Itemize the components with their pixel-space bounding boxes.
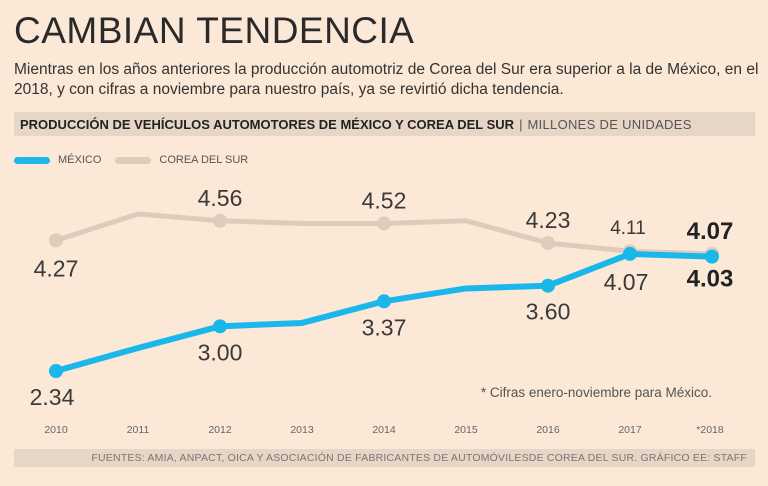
mexico-data-label-2017: 4.07 [604,269,649,295]
mexico-data-label-2012: 3.00 [198,339,243,365]
legend-label-mexico: MÉXICO [58,154,102,166]
mexico-point-2014 [377,294,391,309]
mexico-point-2012 [213,319,227,334]
chart-subtitle: Mientras en los años anteriores la produ… [14,61,759,98]
mexico-data-label-2010: 2.34 [30,384,75,410]
mexico-point-2017 [623,246,637,261]
korea-data-label-2014: 4.52 [362,187,407,213]
header-separator: | [519,116,523,132]
legend-swatch-mexico [14,156,50,164]
mexico-point-2018 [705,249,719,264]
x-tick-label-2011: 2011 [127,424,150,436]
korea-data-label-2010: 4.27 [34,255,79,281]
chart-note: * Cifras enero-noviembre para México. [481,385,712,400]
legend-swatch-korea [115,156,152,164]
mexico-point-2016 [541,278,555,293]
korea-data-label-2016: 4.23 [526,207,571,233]
x-tick-label-2018: *2018 [696,424,724,436]
korea-point-2012 [213,213,227,228]
x-tick-label-2013: 2013 [290,424,314,436]
x-tick-label-2015: 2015 [454,424,478,436]
x-tick-label-2017: 2017 [618,424,642,436]
x-tick-label-2016: 2016 [536,424,560,436]
korea-point-2016 [541,236,555,251]
legend-item-mexico: MÉXICO [14,154,101,166]
legend: MÉXICO COREA DEL SUR [14,154,262,166]
korea-point-2014 [377,216,391,231]
chart-footer-sources: FUENTES: AMIA, ANPACT, OICA Y ASOCIACIÓN… [14,449,755,467]
x-tick-label-2012: 2012 [208,424,232,436]
mexico-data-label-2014: 3.37 [362,314,407,340]
korea-point-2010 [49,233,63,248]
header-units: MILLONES DE UNIDADES [527,116,692,132]
legend-item-korea: COREA DEL SUR [115,154,248,166]
chart-title: CAMBIAN TENDENCIA [14,10,415,51]
x-tick-label-2010: 2010 [44,424,68,436]
korea-data-label-2012: 4.56 [198,185,243,211]
mexico-data-label-2018: 4.03 [687,266,734,293]
mexico-data-label-2016: 3.60 [526,299,571,325]
legend-label-korea: COREA DEL SUR [159,154,249,166]
mexico-point-2010 [49,364,63,378]
korea-data-label-2017: 4.11 [610,218,646,239]
chart-header-bar: PRODUCCIÓN DE VEHÍCULOS AUTOMOTORES DE M… [14,112,755,136]
x-tick-label-2014: 2014 [372,424,396,436]
korea-data-label-2018: 4.07 [687,218,734,245]
header-title: PRODUCCIÓN DE VEHÍCULOS AUTOMOTORES DE M… [20,116,515,132]
